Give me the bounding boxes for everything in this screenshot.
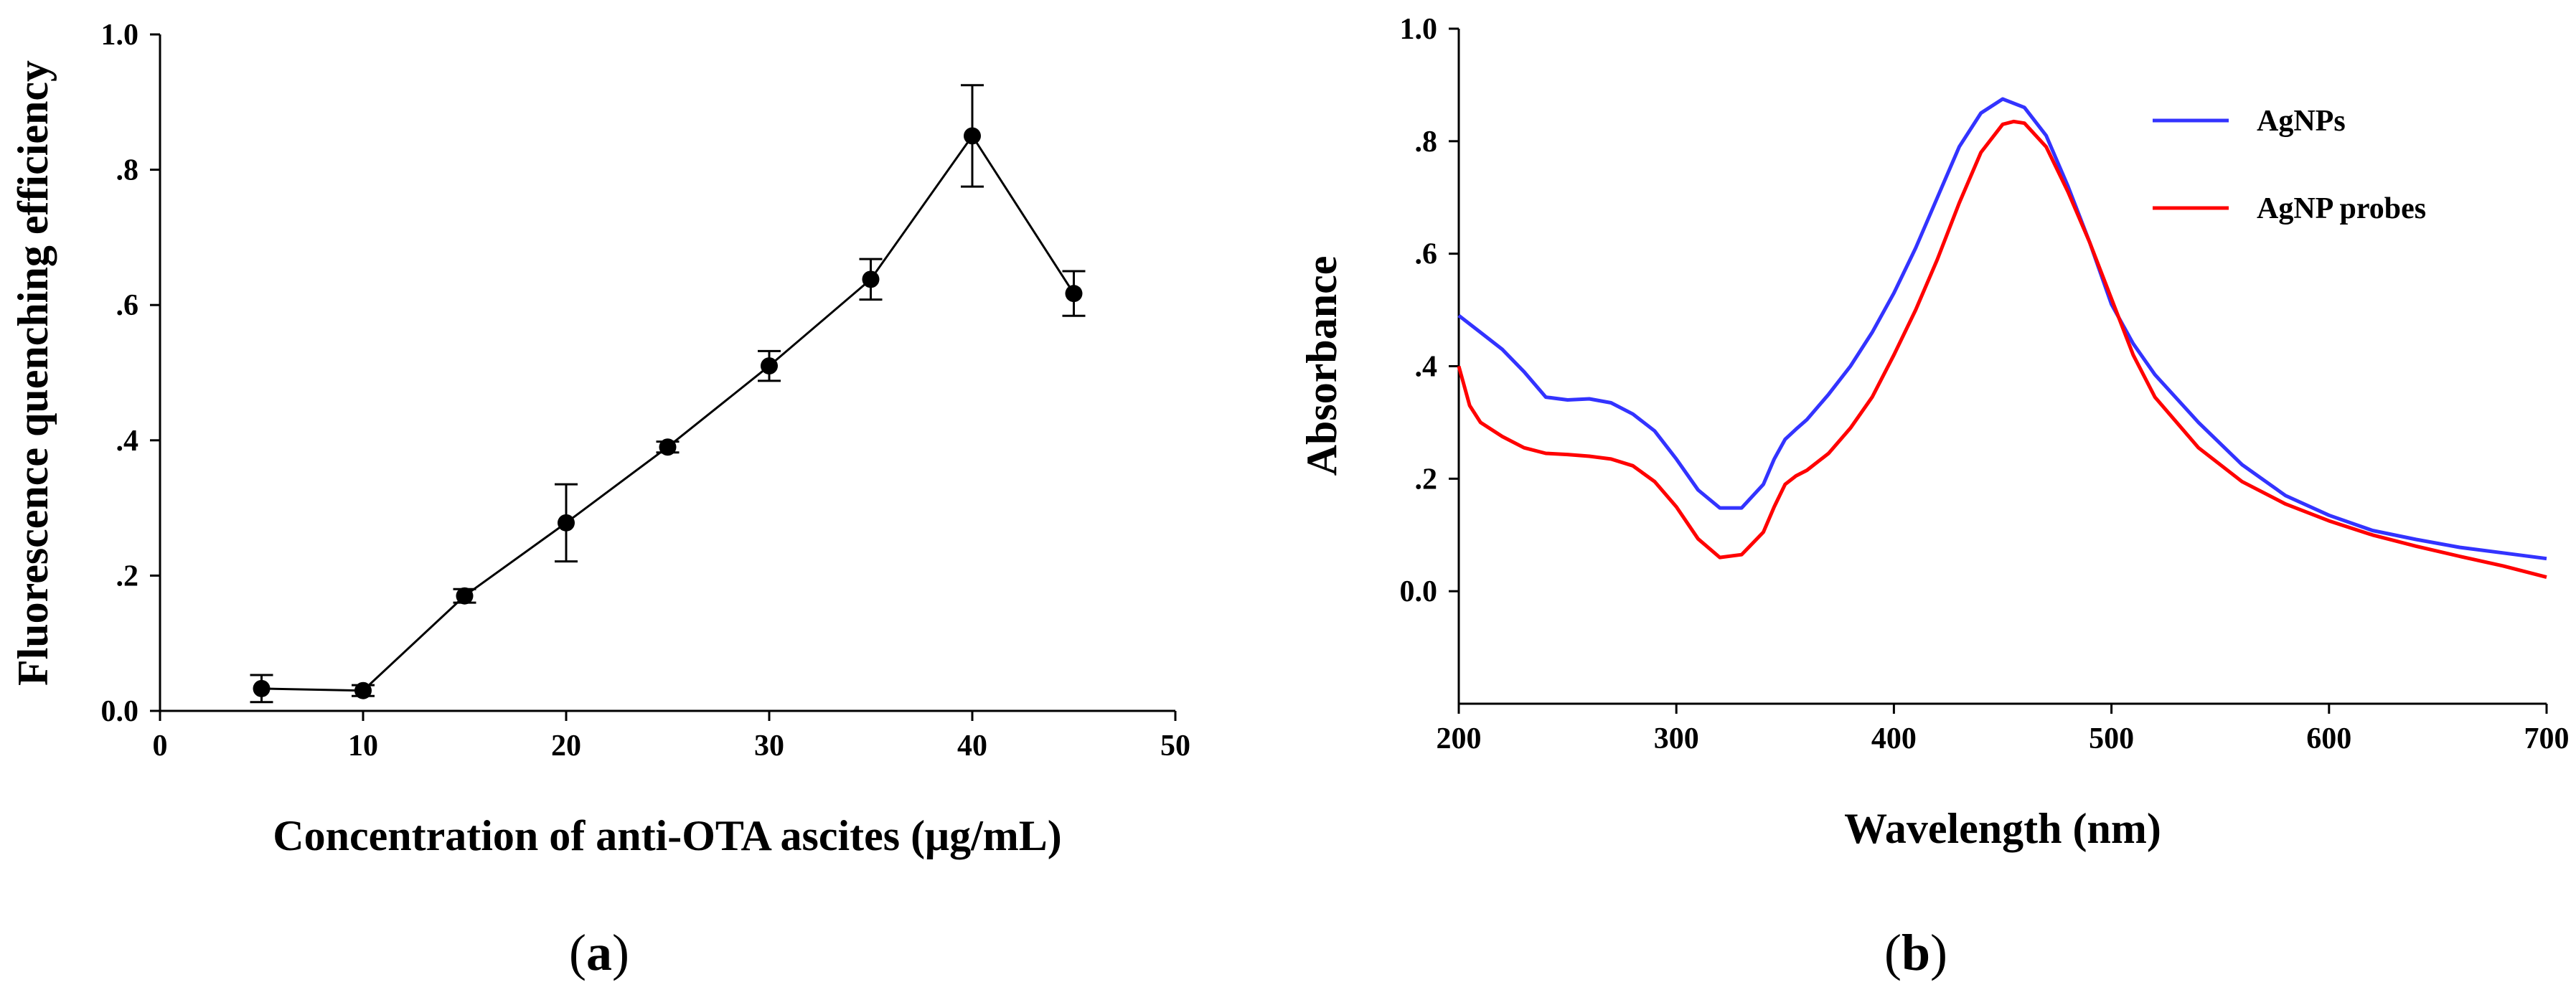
legend-label: AgNP probes	[2257, 192, 2426, 225]
x-tick-label-b: 200	[1437, 722, 1482, 755]
y-tick-label-b: 0.0	[1400, 575, 1438, 608]
panel-label-b: (b)	[1884, 924, 1947, 981]
data-point	[253, 679, 271, 697]
x-axis-label-b: Wavelength (nm)	[1844, 805, 2161, 852]
y-tick-label-b: 1.0	[1400, 13, 1438, 46]
x-tick-label-a: 50	[1160, 730, 1190, 763]
data-point	[964, 127, 981, 145]
x-ticks-b: 200 300 400 500 600 700	[1437, 704, 2570, 755]
x-tick-label-a: 10	[348, 730, 378, 763]
data-point	[558, 514, 575, 532]
plot-b-frame	[1457, 29, 2547, 705]
x-tick-label-a: 20	[551, 730, 581, 763]
legend-b: AgNPs AgNP probes	[2153, 105, 2426, 225]
x-tick-label-b: 700	[2524, 722, 2570, 755]
panel-label-a: (a)	[569, 924, 629, 981]
data-point	[456, 587, 474, 605]
y-tick-label-a: .2	[116, 560, 139, 593]
x-tick-label-b: 400	[1871, 722, 1917, 755]
y-ticks-a: 0.0 .2 .4 .6 .8 1.0	[101, 19, 160, 728]
y-tick-label-a: 0.0	[101, 695, 139, 728]
series-b	[1457, 97, 2547, 580]
chart-panel-b: 200 300 400 500 600 700 0.0.2.4.6.81.0 AgNPsA…	[1298, 13, 2570, 981]
legend-label: AgNPs	[2257, 105, 2346, 138]
x-tick-label-a: 40	[957, 730, 987, 763]
y-tick-label-b: .4	[1415, 351, 1438, 384]
y-tick-label-a: .8	[116, 154, 139, 187]
series-line-agnp-probes	[1457, 119, 2547, 580]
y-ticks-b: 0.0 .2 .4 .6 .8 1.0	[1400, 13, 1459, 608]
data-point	[862, 270, 880, 288]
x-tick-label-b: 600	[2306, 722, 2351, 755]
chart-panel-a: 0 10 20 30 40 50 0.0 .2 .4 .6 .8 1.0 Concentration…	[9, 19, 1190, 981]
x-tick-label-b: 300	[1654, 722, 1699, 755]
y-tick-label-a: 1.0	[101, 19, 139, 52]
x-tick-label-b: 500	[2089, 722, 2134, 755]
data-point	[761, 357, 778, 375]
series-line-a	[261, 133, 1075, 692]
y-axis-label-b: Absorbance	[1298, 256, 1345, 476]
y-axis-label-a: Fluorescence quenching efficiency	[9, 60, 57, 686]
x-axis-label-a: Concentration of anti-OTA ascites (μg/mL…	[273, 812, 1061, 859]
x-ticks-a: 0 10 20 30 40 50	[153, 711, 1190, 763]
y-tick-label-b: .6	[1415, 238, 1438, 271]
series-line-agnps	[1457, 97, 2547, 561]
data-point	[354, 681, 372, 699]
y-tick-label-b: .8	[1415, 126, 1438, 159]
x-tick-label-a: 0	[153, 730, 168, 763]
x-tick-label-a: 30	[754, 730, 784, 763]
y-tick-label-a: .4	[116, 425, 139, 458]
data-point	[1065, 285, 1083, 303]
y-tick-label-a: .6	[116, 289, 139, 322]
plot-a-frame	[159, 34, 1175, 712]
data-point	[659, 438, 677, 456]
series-a	[250, 84, 1086, 704]
y-tick-label-b: .2	[1415, 463, 1438, 496]
